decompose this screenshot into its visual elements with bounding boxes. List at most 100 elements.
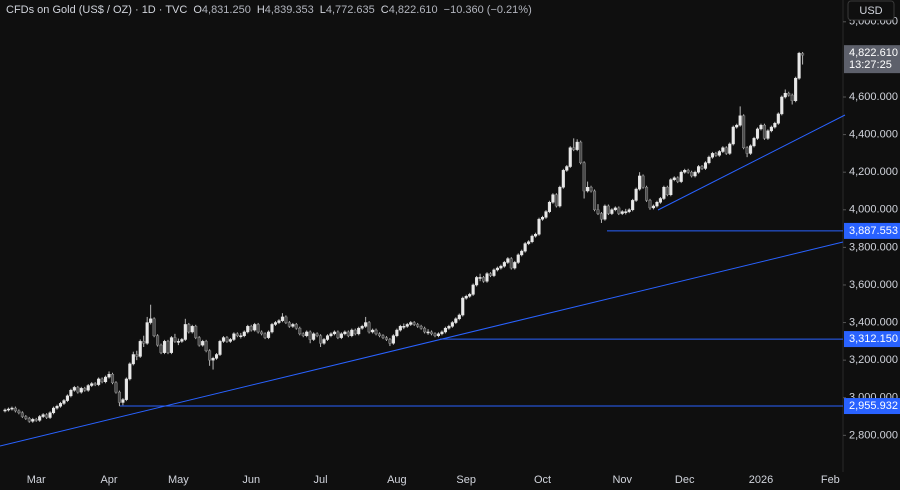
candle-body (710, 153, 714, 158)
candle-body (582, 162, 586, 192)
candle-body (38, 416, 42, 421)
candle-body (58, 403, 63, 407)
candle-body (10, 407, 14, 410)
candle-body (794, 77, 798, 102)
candle-body (55, 405, 59, 409)
y-tick-label: 4,000.000 (849, 204, 898, 216)
ohlc-value: 4,831.250 (202, 4, 251, 16)
candle-body (742, 115, 746, 148)
candle-body (436, 333, 441, 336)
y-tick-label: 3,800.000 (849, 241, 898, 253)
candle-body (249, 326, 253, 331)
title: CFDs on Gold (US$ / OZ) · 1D · TVC (6, 4, 187, 16)
x-tick-label: Sep (456, 474, 476, 486)
change: −10.360 (−0.21%) (444, 4, 532, 16)
candle-body (568, 147, 572, 167)
candle-body (540, 217, 545, 220)
candle-body (239, 335, 243, 337)
candle-body (672, 177, 676, 180)
candle-body (273, 322, 278, 325)
candle-body (547, 202, 551, 212)
candle-body (537, 218, 541, 235)
candle-body (440, 331, 444, 335)
candle-body (648, 200, 652, 209)
candle-body (412, 322, 416, 325)
x-tick-label: Aug (387, 474, 407, 486)
candle-body (284, 316, 288, 323)
candle-body (693, 171, 697, 177)
currency-button[interactable] (847, 0, 895, 21)
candle-body (665, 186, 669, 195)
candle-body (346, 331, 350, 336)
candle-body (697, 166, 701, 173)
candle-body (381, 335, 385, 338)
candle-body (523, 243, 527, 252)
candle-body (114, 382, 118, 393)
candle-body (256, 324, 260, 333)
candle-body (312, 333, 316, 340)
candle-body (610, 209, 614, 214)
x-tick-label: Nov (612, 474, 632, 486)
candle-body (270, 324, 274, 333)
candle-body (197, 337, 201, 346)
candle-body (426, 331, 430, 334)
candle-body (124, 378, 128, 400)
candle-body (613, 207, 617, 211)
candle-body (308, 331, 312, 340)
candle-body (211, 358, 215, 361)
candle-body (714, 153, 718, 156)
candle-body (534, 233, 538, 237)
candle-body (187, 324, 191, 333)
x-tick-label: Jun (242, 474, 260, 486)
candle-body (287, 322, 291, 327)
currency[interactable]: USD (859, 5, 882, 17)
candle-body (405, 324, 409, 327)
candle-body (464, 295, 468, 299)
candle-body (353, 329, 357, 335)
candle-body (579, 141, 583, 164)
candle-body (596, 209, 600, 214)
y-tick-label: 3,600.000 (849, 279, 898, 291)
candle-body (194, 326, 198, 338)
candle-body (738, 115, 742, 126)
y-tick-label: 3,400.000 (849, 316, 898, 328)
candle-body (402, 326, 406, 328)
ohlc-key: C (381, 4, 389, 16)
candle-body (339, 333, 343, 338)
candle-body (513, 262, 517, 269)
candle-body (801, 53, 805, 56)
x-tick-label: Jul (314, 474, 328, 486)
candle-body (634, 188, 638, 201)
axes: 2,800.0003,000.0003,200.0003,400.0003,60… (27, 16, 900, 486)
x-tick-label: May (168, 474, 189, 486)
candle-body (176, 341, 180, 343)
level-tag (844, 222, 900, 239)
candle-body (717, 151, 721, 156)
candle-body (260, 331, 264, 335)
candle-body (364, 322, 368, 327)
candle-body (360, 326, 364, 329)
candle-body (398, 326, 402, 331)
candle-body (86, 385, 90, 391)
level-label: 3,887.553 (849, 225, 898, 237)
candle-body (3, 409, 7, 412)
level-tag (844, 331, 900, 348)
candle-body (183, 324, 187, 340)
candle-body (350, 329, 354, 336)
candle-body (41, 414, 45, 417)
candle-body (561, 170, 565, 188)
candle-body (69, 389, 73, 397)
ohlc-value: 4,772.635 (326, 4, 375, 16)
candle-body (527, 241, 531, 244)
candle-body (242, 331, 246, 336)
candle-body (325, 335, 330, 340)
candle-body (110, 374, 115, 383)
candle-body (263, 333, 267, 338)
candle-body (201, 341, 205, 346)
candle-body (253, 324, 257, 331)
candle-body (641, 175, 645, 188)
candle-body (45, 414, 49, 418)
candle-body (107, 374, 111, 378)
candle-body (51, 407, 56, 414)
